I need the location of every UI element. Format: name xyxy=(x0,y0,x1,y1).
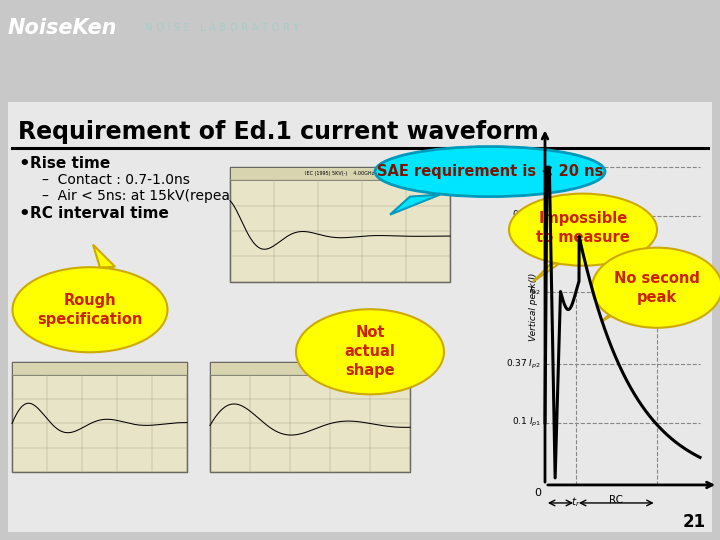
Text: No second
peak: No second peak xyxy=(614,271,700,305)
Ellipse shape xyxy=(592,248,720,328)
Polygon shape xyxy=(93,245,115,268)
Text: 0: 0 xyxy=(534,488,541,498)
Polygon shape xyxy=(601,308,622,322)
Text: –  Contact : 0.7-1.0ns: – Contact : 0.7-1.0ns xyxy=(42,173,190,187)
Polygon shape xyxy=(533,262,562,282)
Text: Impossible
to measure: Impossible to measure xyxy=(536,211,630,245)
FancyBboxPatch shape xyxy=(12,362,187,375)
Text: $I_{p2}$: $I_{p2}$ xyxy=(529,285,541,298)
Ellipse shape xyxy=(12,267,168,352)
Ellipse shape xyxy=(509,194,657,266)
FancyBboxPatch shape xyxy=(210,362,410,472)
Text: Vertical peak(I): Vertical peak(I) xyxy=(528,273,538,341)
Text: •: • xyxy=(18,205,30,222)
FancyBboxPatch shape xyxy=(230,166,450,180)
FancyBboxPatch shape xyxy=(8,102,712,532)
Text: •: • xyxy=(18,154,30,173)
Ellipse shape xyxy=(375,146,605,197)
Text: Requirement of Ed.1 current waveform: Requirement of Ed.1 current waveform xyxy=(18,119,539,144)
Text: $I_{p1}$: $I_{p1}$ xyxy=(529,160,541,174)
Text: $0.9\ I_{p1}$: $0.9\ I_{p1}$ xyxy=(512,209,541,222)
Text: Rise time: Rise time xyxy=(30,156,110,171)
Text: –  Air < 5ns: at 15kV(repeatability: 6/10）: – Air < 5ns: at 15kV(repeatability: 6/10… xyxy=(42,188,326,202)
Text: RC interval time: RC interval time xyxy=(30,206,169,221)
Text: RC: RC xyxy=(609,495,624,505)
Text: IEC (1995) 5KV(-)    4.00GHz: IEC (1995) 5KV(-) 4.00GHz xyxy=(305,171,374,176)
Text: $t_r$: $t_r$ xyxy=(571,495,581,509)
Text: N O I S E   L A B O R A T O R Y: N O I S E L A B O R A T O R Y xyxy=(145,23,300,33)
Text: Rough
specification: Rough specification xyxy=(37,293,143,327)
Text: NoiseKen: NoiseKen xyxy=(8,18,117,38)
Text: SAE requirement is < 20 ns: SAE requirement is < 20 ns xyxy=(377,164,603,179)
Polygon shape xyxy=(390,194,440,214)
Text: Not
actual
shape: Not actual shape xyxy=(345,325,395,379)
Text: $0.1\ I_{p1}$: $0.1\ I_{p1}$ xyxy=(512,416,541,429)
FancyBboxPatch shape xyxy=(230,166,450,282)
FancyBboxPatch shape xyxy=(210,362,410,375)
Text: $0.37\ I_{p2}$: $0.37\ I_{p2}$ xyxy=(506,357,541,370)
FancyBboxPatch shape xyxy=(12,362,187,472)
Ellipse shape xyxy=(296,309,444,394)
Text: 21: 21 xyxy=(683,513,706,531)
